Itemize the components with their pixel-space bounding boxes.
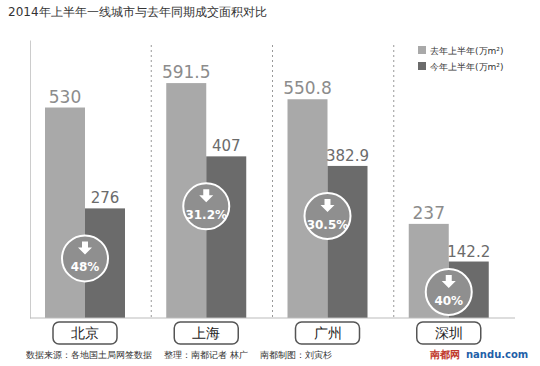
data-label: 276 — [91, 189, 120, 207]
data-label: 550.8 — [283, 78, 332, 98]
data-label: 591.5 — [162, 62, 211, 82]
down-arrow — [78, 241, 92, 254]
x-tick: 深圳 — [435, 325, 463, 341]
credit: 整理：南都记者 林广 — [164, 350, 248, 360]
data-label: 237 — [413, 203, 445, 223]
legend-label: 今年上半年(万m²) — [430, 62, 503, 72]
down-arrow — [199, 189, 213, 202]
x-tick: 北京 — [71, 325, 99, 341]
change-badge — [426, 269, 472, 315]
data-label: 407 — [212, 137, 241, 155]
x-axis-ticks: 北京 上海 广州 深圳 — [71, 325, 463, 341]
change-badges: 48% 31.2% 30.5% 40% — [62, 183, 472, 315]
change-label: 31.2% — [185, 208, 227, 222]
change-label: 40% — [434, 294, 463, 308]
change-badge — [305, 193, 351, 239]
title: 2014年上半年一线城市与去年同期成交面积对比 — [8, 5, 267, 19]
x-axis: 北京 上海 广州 深圳 — [53, 322, 481, 344]
bar — [45, 108, 85, 318]
data-label: 142.2 — [447, 243, 490, 261]
divider — [272, 45, 273, 318]
bar — [328, 166, 368, 318]
category-box — [417, 322, 481, 344]
data-label: 382.9 — [326, 147, 369, 165]
legend-swatch — [418, 62, 426, 70]
category-box — [53, 322, 117, 344]
change-label: 30.5% — [307, 218, 349, 232]
watermark: 南都网 — [429, 349, 460, 360]
baseline — [30, 318, 515, 319]
change-label: 48% — [71, 260, 100, 274]
x-tick: 上海 — [192, 325, 220, 341]
category-box — [296, 322, 360, 344]
data-label: 530 — [49, 87, 81, 107]
legend-swatch — [418, 46, 426, 54]
divider — [151, 45, 152, 318]
chart: 2014年上半年一线城市与去年同期成交面积对比 530 591.5 550.8 237 2… — [0, 0, 540, 366]
legend-label: 去年上半年(万m²) — [430, 46, 503, 56]
x-tick-label: 北京 — [71, 325, 99, 341]
change-badge — [62, 235, 108, 281]
legend: 去年上半年(万m²) 今年上半年(万m²) — [418, 46, 503, 72]
x-tick: 广州 — [314, 325, 342, 341]
x-tick-label: 深圳 — [435, 325, 463, 341]
x-tick-label: 广州 — [314, 325, 342, 341]
change-badge — [183, 183, 229, 229]
source: 数据来源：各地国土局网签数据 — [26, 350, 152, 360]
x-tick-label: 上海 — [192, 325, 220, 341]
credit: 南都制图：刘寅杉 — [260, 350, 332, 360]
y-axis — [30, 41, 31, 319]
y-axis-line — [30, 41, 31, 319]
bar — [206, 156, 246, 318]
bars — [45, 83, 489, 318]
down-arrow — [321, 199, 335, 212]
down-arrow — [442, 275, 456, 288]
divider — [393, 45, 394, 318]
category-box — [174, 322, 238, 344]
watermark: nandu.com — [466, 349, 528, 360]
